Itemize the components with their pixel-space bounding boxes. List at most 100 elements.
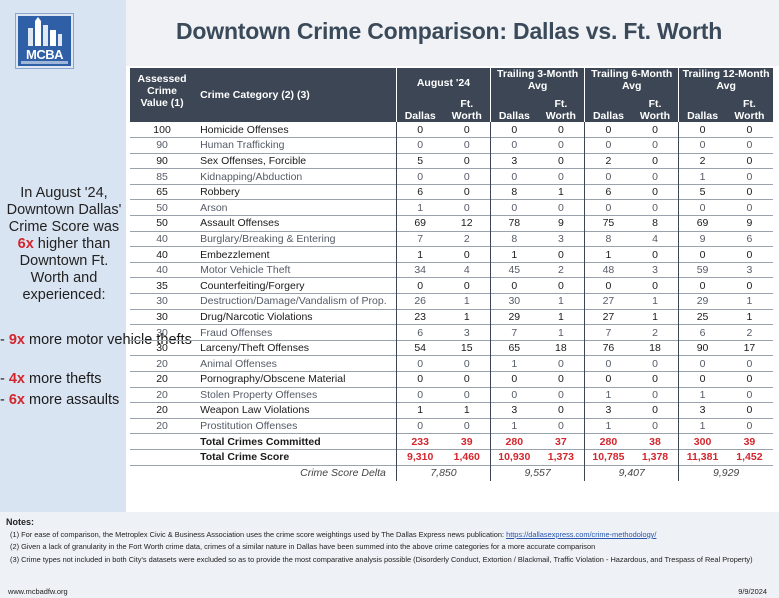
crime-category-cell: Drug/Narcotic Violations	[200, 310, 313, 323]
note-1: (1) For ease of comparison, the Metrople…	[10, 530, 760, 540]
bullet-highlight: 4x	[8, 371, 25, 387]
ftworth-count-cell: 4	[652, 232, 658, 245]
dallas-count-cell: 9	[678, 231, 726, 247]
ftworth-count-cell: 0	[463, 388, 470, 401]
totals-spacer	[130, 449, 194, 465]
crime-category-cell: Motor Vehicle Theft	[200, 264, 291, 277]
header-category: Crime Category (2) (3)	[200, 89, 310, 101]
dallas-count-cell: 1	[678, 168, 726, 185]
totals-value-cell: 1,452	[736, 451, 763, 464]
dallas-count-cell: 1	[395, 246, 444, 263]
dallas-count-cell: 0	[395, 122, 444, 138]
bullet-text: more thefts	[25, 371, 102, 387]
crime-category-cell: Homicide Offenses	[200, 123, 289, 136]
dallas-count-cell: 48	[584, 262, 632, 278]
crime-value-cell: 35	[156, 279, 168, 292]
header-city-b: Ft. Worth	[451, 98, 482, 122]
ftworth-count-cell: 0	[652, 201, 658, 214]
ftworth-count-cell: 0	[652, 373, 658, 386]
dallas-count-cell: 1	[395, 199, 444, 216]
totals-value-cell: 280	[584, 433, 632, 450]
crime-category-cell: Prostitution Offenses	[200, 420, 298, 433]
ftworth-count-cell: 0	[463, 420, 470, 433]
crime-category-cell: Burglary/Breaking & Entering	[200, 232, 336, 245]
crime-value-cell: 20	[156, 420, 168, 433]
ftworth-count-cell: 0	[746, 123, 753, 136]
logo-underline	[21, 61, 68, 64]
crime-category-cell: Human Trafficking	[200, 139, 285, 152]
totals-value-cell: 39	[743, 435, 756, 448]
totals-value-cell: 37	[555, 435, 567, 448]
table-row: 20 Weapon Law Violations 1 1 3 0 3 0 3 0	[130, 402, 773, 419]
dallas-count-cell: 1	[584, 387, 632, 403]
dallas-count-cell: 8	[584, 231, 632, 247]
notes-title: Notes:	[6, 517, 35, 527]
crime-category-cell: Embezzlement	[200, 248, 270, 261]
ftworth-count-cell: 0	[652, 170, 658, 183]
dallas-count-cell: 1	[678, 387, 726, 403]
table-row: 65 Robbery 6 0 8 1 6 0 5 0	[130, 184, 773, 200]
header-period: Trailing 6-Month Avg	[584, 68, 679, 98]
summary-intro: In August '24, Downtown Dallas' Crime Sc…	[0, 185, 126, 304]
crime-value-cell: 85	[156, 170, 168, 183]
dallas-count-cell: 0	[678, 137, 726, 154]
ftworth-count-cell: 0	[652, 248, 658, 261]
totals-value-cell: 280	[490, 433, 538, 450]
dallas-count-cell: 0	[584, 355, 632, 372]
table-row: 40 Motor Vehicle Theft 34 4 45 2 48 3 59 3	[130, 262, 773, 278]
header-city-b: Ft. Worth	[545, 98, 576, 122]
ftworth-count-cell: 15	[460, 342, 473, 355]
delta-value-cell: 9,929	[678, 465, 773, 481]
dallas-count-cell: 0	[490, 137, 538, 154]
dallas-count-cell: 0	[395, 355, 444, 372]
bullet-dash: -	[0, 332, 9, 348]
dallas-count-cell: 6	[395, 324, 444, 341]
ftworth-count-cell: 3	[746, 264, 753, 277]
dallas-count-cell: 3	[490, 402, 538, 419]
dallas-count-cell: 0	[490, 387, 538, 403]
crime-value-cell: 40	[156, 264, 168, 277]
methodology-link[interactable]: https://dallasexpress.com/crime-methodol…	[506, 530, 657, 539]
ftworth-count-cell: 0	[746, 154, 753, 167]
ftworth-count-cell: 3	[652, 264, 658, 277]
ftworth-count-cell: 1	[557, 186, 564, 199]
ftworth-count-cell: 3	[463, 326, 470, 339]
crime-comparison-table: Assessed Crime Value (1) Crime Category …	[130, 68, 773, 481]
dallas-count-cell: 0	[584, 199, 632, 216]
dallas-count-cell: 1	[395, 402, 444, 419]
ftworth-count-cell: 0	[463, 186, 470, 199]
dallas-count-cell: 75	[584, 215, 632, 232]
table-row: 30 Larceny/Theft Offenses 54 15 65 18 76 18 90 17	[130, 340, 773, 356]
dallas-count-cell: 0	[395, 387, 444, 403]
delta-value-cell: 9,557	[490, 465, 585, 481]
ftworth-count-cell: 0	[746, 201, 753, 214]
ftworth-count-cell: 0	[463, 123, 470, 136]
ftworth-count-cell: 2	[746, 326, 753, 339]
left-summary-panel: MCBA In August '24, Downtown Dallas' Cri…	[0, 0, 192, 512]
crime-category-cell: Pornography/Obscene Material	[200, 373, 346, 386]
header-city-b: Ft. Worth	[734, 98, 765, 122]
crime-value-cell: 30	[156, 326, 168, 339]
crime-category-cell: Assault Offenses	[200, 217, 280, 230]
dallas-count-cell: 0	[678, 246, 726, 263]
totals-label: Total Crimes Committed	[200, 435, 321, 448]
table-row: 30 Destruction/Damage/Vandalism of Prop. 2…	[130, 293, 773, 310]
ftworth-count-cell: 0	[746, 420, 753, 433]
dallas-count-cell: 0	[584, 137, 632, 154]
dallas-count-cell: 1	[584, 418, 632, 434]
header-city-a: Dallas	[490, 98, 538, 122]
ftworth-count-cell: 0	[746, 139, 753, 152]
dallas-count-cell: 1	[678, 418, 726, 434]
ftworth-count-cell: 0	[557, 201, 564, 214]
ftworth-count-cell: 0	[652, 123, 658, 136]
header-value: Assessed Crime Value (1)	[137, 73, 187, 109]
table-header-row: Assessed Crime Value (1) Crime Category …	[130, 68, 773, 109]
note-1-text: (1) For ease of comparison, the Metrople…	[10, 530, 507, 539]
ftworth-count-cell: 2	[463, 232, 470, 245]
summary-intro-rest: higher than Downtown Ft. Worth and exper…	[19, 236, 111, 303]
crime-value-cell: 40	[156, 248, 168, 261]
dallas-count-cell: 8	[490, 231, 538, 247]
dallas-count-cell: 26	[395, 293, 444, 310]
ftworth-count-cell: 0	[746, 373, 753, 386]
table-row: 90 Human Trafficking 0 0 0 0 0 0 0 0	[130, 137, 773, 154]
